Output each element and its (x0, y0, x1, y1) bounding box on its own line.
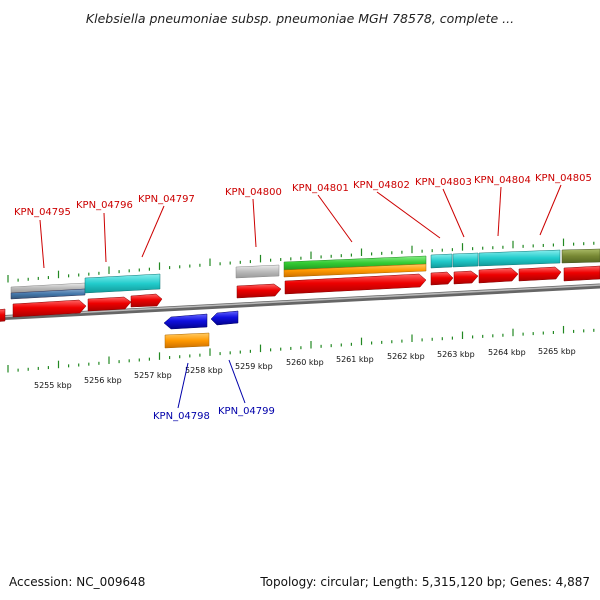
scale-label: 5264 kbp (488, 348, 526, 357)
leader-kpn-04796 (103, 212, 107, 263)
feature-cyan-3[interactable] (452, 252, 479, 268)
feature-row-forward-cds (0, 265, 600, 322)
leader-kpn-04805 (539, 184, 562, 236)
scale-label: 5256 kbp (84, 376, 122, 385)
scale-label: 5258 kbp (185, 366, 223, 375)
cds-arrow-kpn-04796[interactable] (87, 296, 132, 312)
cds-arrow-kpn-04800[interactable] (236, 283, 282, 299)
scale-label: 5262 kbp (387, 352, 425, 361)
tick-track-outer (7, 238, 595, 283)
gene-label-kpn-04800[interactable]: KPN_04800 (225, 187, 282, 198)
cds-arrow-edge[interactable] (563, 265, 600, 282)
gene-label-kpn-04805[interactable]: KPN_04805 (535, 173, 592, 184)
gene-label-kpn-04798[interactable]: KPN_04798 (153, 411, 210, 422)
feature-orange-1[interactable] (283, 263, 427, 278)
leader-kpn-04799 (228, 359, 246, 404)
leader-kpn-04797 (141, 205, 165, 258)
scale-label: 5257 kbp (134, 371, 172, 380)
cds-arrow-kpn-04804[interactable] (478, 267, 519, 284)
leader-lines-bottom (177, 359, 246, 409)
leader-kpn-04800 (252, 198, 257, 248)
leader-kpn-04798 (177, 362, 189, 409)
scale-label: 5259 kbp (235, 362, 273, 371)
genome-backbone-highlight (0, 284, 600, 318)
leader-kpn-04804 (497, 186, 502, 237)
feature-cyan-2[interactable] (430, 253, 453, 269)
gene-label-kpn-04804[interactable]: KPN_04804 (474, 175, 531, 186)
gene-label-kpn-04802[interactable]: KPN_04802 (353, 180, 410, 191)
leader-kpn-04802 (376, 191, 441, 239)
gene-labels-bottom: KPN_04798 KPN_04799 (153, 406, 275, 422)
scale-label: 5255 kbp (34, 381, 72, 390)
cds-arrow-kpn-04805[interactable] (518, 266, 562, 282)
gene-label-kpn-04801[interactable]: KPN_04801 (292, 183, 349, 194)
gene-label-kpn-04799[interactable]: KPN_04799 (218, 406, 275, 417)
cds-arrow-kpn-04795[interactable] (12, 299, 87, 318)
scale-labels: 5255 kbp 5256 kbp 5257 kbp 5258 kbp 5259… (34, 347, 576, 390)
genome-summary: Topology: circular; Length: 5,315,120 bp… (260, 575, 590, 589)
cds-arrow-kpn-04799[interactable] (210, 310, 239, 326)
cds-arrow-kpn-04797[interactable] (130, 293, 163, 308)
leader-kpn-04803 (442, 188, 465, 238)
scale-label: 5265 kbp (538, 347, 576, 356)
feature-row-reverse (163, 310, 239, 349)
map-title: Klebsiella pneumoniae subsp. pneumoniae … (85, 11, 515, 26)
gene-label-kpn-04796[interactable]: KPN_04796 (76, 200, 133, 211)
leader-kpn-04795 (39, 219, 45, 269)
leader-kpn-04801 (317, 194, 353, 243)
scale-label: 5261 kbp (336, 355, 374, 364)
gene-labels-top: KPN_04795 KPN_04796 KPN_04797 KPN_04800 … (14, 173, 592, 218)
accession-text: Accession: NC_009648 (9, 575, 146, 589)
cds-arrow[interactable] (0, 308, 6, 322)
scale-label: 5260 kbp (286, 358, 324, 367)
cds-arrow-kpn-04798[interactable] (163, 313, 208, 330)
feature-cyan-1[interactable] (84, 273, 161, 294)
feature-steel-1[interactable] (10, 288, 86, 300)
gene-label-kpn-04797[interactable]: KPN_04797 (138, 194, 195, 205)
scale-label: 5263 kbp (437, 350, 475, 359)
cds-arrow-kpn-04801[interactable] (284, 273, 427, 295)
tick-track-inner (7, 325, 595, 373)
feature-gray-2[interactable] (235, 264, 280, 279)
feature-row-1 (10, 248, 600, 300)
gene-label-kpn-04803[interactable]: KPN_04803 (415, 177, 472, 188)
feature-orange-reverse[interactable] (164, 332, 210, 349)
feature-olive-1[interactable] (561, 248, 600, 264)
genome-backbone (0, 283, 600, 321)
leader-lines-top (39, 184, 562, 269)
gene-label-kpn-04795[interactable]: KPN_04795 (14, 207, 71, 218)
cds-arrow-kpn-04802[interactable] (430, 271, 454, 286)
feature-cyan-4[interactable] (478, 249, 561, 267)
cds-arrow-kpn-04803[interactable] (453, 270, 479, 285)
